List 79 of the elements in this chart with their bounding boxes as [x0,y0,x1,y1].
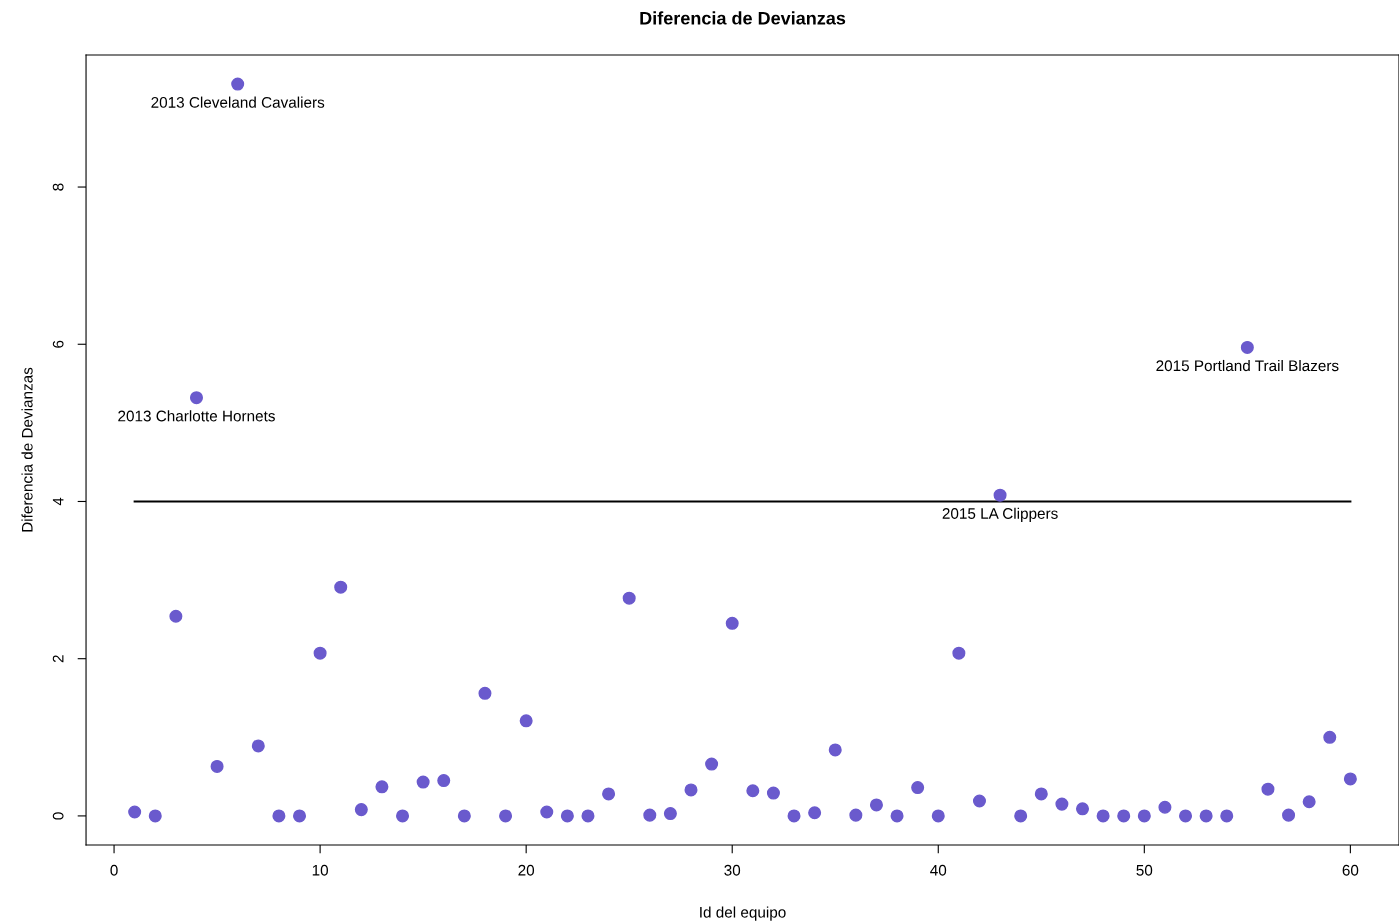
point [416,775,430,789]
point [808,806,822,820]
point [643,808,657,822]
y-tick-label: 2 [52,655,64,663]
point [787,809,801,823]
point [1158,800,1172,814]
point [911,781,925,795]
point [663,807,677,821]
x-tick-label: 30 [724,864,741,876]
point [1096,809,1110,823]
point [602,787,616,801]
point [313,646,327,660]
annotation: 2015 LA Clippers [942,507,1058,522]
point [684,783,698,797]
x-tick-label: 0 [110,864,118,876]
point [334,580,348,594]
point [1220,809,1234,823]
x-axis-title: Id del equipo [700,906,786,921]
annotation: 2013 Charlotte Hornets [118,410,275,422]
point [993,488,1007,502]
point [396,809,410,823]
point [128,805,142,819]
chart-title: Diferencia de Devianzas [640,11,846,25]
point [725,616,739,630]
point [1117,809,1131,823]
point [746,784,760,798]
y-tick-label: 0 [52,812,64,820]
point [1302,795,1316,809]
point [869,798,883,812]
point [148,809,162,823]
point [1075,802,1090,816]
point [251,739,265,753]
point [293,809,307,823]
point [210,759,224,773]
point [1179,809,1193,823]
annotation: 2013 Cleveland Cavaliers [151,96,325,108]
point [457,809,471,823]
point [766,786,780,800]
point [705,757,719,771]
point [1261,782,1275,796]
y-tick-label: 4 [52,497,64,506]
point [499,809,513,823]
point [1034,787,1048,801]
y-axis-title: Diferencia de Devianzas [21,367,33,532]
point [169,609,183,623]
point [1055,797,1069,811]
point [828,743,842,757]
x-tick-label: 40 [930,864,947,876]
point [375,780,389,794]
point [189,391,203,405]
point [1282,808,1296,822]
point [437,774,451,788]
x-tick-label: 60 [1342,864,1359,876]
point [972,794,986,808]
annotation: 2015 Portland Trail Blazers [1156,359,1339,372]
point [519,714,533,728]
point [354,803,368,817]
point [890,809,904,823]
point [952,646,966,660]
y-tick-label: 6 [52,340,64,348]
point [931,809,945,823]
point [1343,772,1357,786]
point [1014,809,1028,823]
x-tick-label: 20 [518,864,535,876]
point [540,805,554,819]
x-tick-label: 10 [312,864,329,876]
point [560,809,574,823]
point [231,77,245,91]
x-tick-label: 50 [1136,864,1153,876]
point [622,591,636,605]
point [1137,809,1151,823]
point [1323,730,1337,744]
point [272,809,286,823]
point [1199,809,1213,823]
point [849,808,863,822]
y-tick-label: 8 [52,183,64,191]
point [1240,340,1254,354]
point [581,809,595,823]
point [478,686,492,700]
